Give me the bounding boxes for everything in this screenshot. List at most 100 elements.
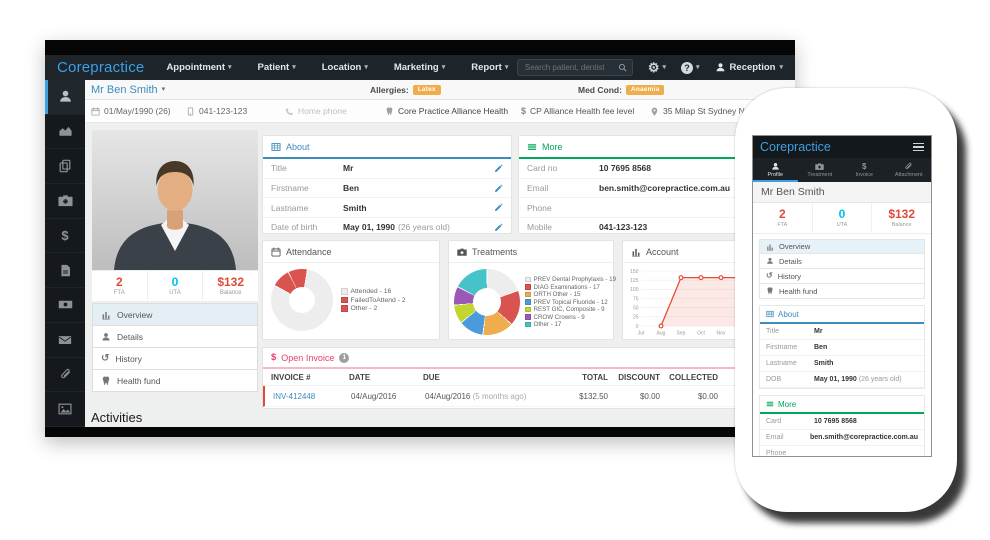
attendance-legend: Attended - 16 FailedToAttend - 2 Other -… <box>341 288 406 312</box>
sidebar-item-payments[interactable] <box>45 288 85 323</box>
stat-balance: $132 Balance <box>202 271 258 301</box>
legend-item: PREV Topical Fluoride - 12 <box>525 299 608 306</box>
search-box[interactable] <box>516 59 633 76</box>
svg-text:100: 100 <box>630 287 639 293</box>
about-row-dob: DOB May 01, 1990 (26 years old) <box>760 372 924 388</box>
invoice-link[interactable]: INV-412448 <box>273 391 316 401</box>
help-menu[interactable]: ? ▾ <box>681 61 700 74</box>
chevron-down-icon: ▾ <box>662 64 667 71</box>
patient-header: Mr Ben Smith ▾ Allergies: Latex Med Cond:… <box>85 80 795 100</box>
home-phone-item[interactable]: Home phone <box>285 100 347 122</box>
grid-icon <box>766 310 774 318</box>
history-icon: ↺ <box>766 271 773 280</box>
search-input[interactable] <box>522 62 614 73</box>
more-row-email: Email ben.smith@corepractice.com.au <box>519 179 749 199</box>
hamburger-icon[interactable] <box>913 142 924 152</box>
medkit-icon <box>457 248 467 256</box>
medcond-badge: Anaemia <box>625 84 665 95</box>
sidebar-item-records[interactable] <box>45 149 85 185</box>
menu-location[interactable]: Location ▾ <box>321 62 368 73</box>
paperclip-icon <box>905 162 912 169</box>
mobile-more-header: More <box>760 396 924 414</box>
sidebar-item-charts[interactable] <box>45 115 85 150</box>
legend-item: PREV Dental Prophylaxis - 19 <box>525 276 616 283</box>
mobile-app-logo[interactable]: Corepractice <box>760 140 831 154</box>
practice-item: Core Practice Alliance Health <box>385 100 508 122</box>
svg-text:150: 150 <box>630 269 639 275</box>
stat-fta: 2 FTA <box>777 207 788 228</box>
invoice-table-header: INVOICE # DATE DUE TOTAL DISCOUNT COLLEC… <box>263 369 784 386</box>
menu-patient[interactable]: Patient ▾ <box>257 62 296 73</box>
invoice-table: INVOICE # DATE DUE TOTAL DISCOUNT COLLEC… <box>263 369 784 407</box>
envelope-icon <box>58 335 72 344</box>
about-row-dob: Date of birth May 01, 1990 (26 years old) <box>263 218 511 237</box>
paperclip-icon <box>60 368 70 379</box>
sidebar-item-documents[interactable] <box>45 253 85 289</box>
patient-name-dropdown[interactable]: Mr Ben Smith ▾ <box>91 83 166 96</box>
tab-treatment[interactable]: Treatment <box>798 158 843 182</box>
patient-info-bar: 01/May/1990 (26) 041-123-123 Home phone … <box>85 100 795 123</box>
sidebar-item-attachments[interactable] <box>45 358 85 393</box>
attendance-card: Attendance Attended - 16 FailedToAttend … <box>262 240 440 340</box>
app-logo[interactable]: Corepractice <box>57 59 145 76</box>
person-icon <box>771 162 779 170</box>
menu-item-details[interactable]: Details <box>92 326 258 348</box>
dob-item: 01/May/1990 (26) <box>91 100 171 122</box>
user-menu[interactable]: Reception ▾ <box>715 62 783 73</box>
chevron-down-icon: ▾ <box>161 86 166 93</box>
menu-appointment[interactable]: Appointment ▾ <box>166 62 232 73</box>
menu-item-details[interactable]: Details <box>759 254 925 269</box>
file-icon <box>60 264 70 276</box>
menu-item-history[interactable]: ↺ History <box>759 269 925 284</box>
legend-item: ORTH Other - 15 <box>525 291 607 298</box>
menu-item-health-fund[interactable]: Health fund <box>759 284 925 299</box>
invoice-row: INV-412448 04/Aug/2016 04/Aug/2016 (5 mo… <box>263 386 784 407</box>
medkit-icon <box>57 195 73 207</box>
menu-item-overview[interactable]: Overview <box>759 239 925 254</box>
mobile-menu: Overview Details ↺ History Health fund <box>759 239 925 299</box>
about-row-title: Title Mr <box>263 159 511 179</box>
sidebar-item-messages[interactable] <box>45 323 85 358</box>
gear-icon: ⚙ <box>647 60 660 75</box>
menu-item-overview[interactable]: Overview <box>92 303 258 326</box>
pencil-icon[interactable] <box>494 203 503 212</box>
legend-item: DIAG Examinations - 17 <box>525 284 607 291</box>
more-row-email: Email ben.smith@corepractice.com.au <box>760 430 924 446</box>
lines-icon <box>766 401 774 407</box>
svg-text:125: 125 <box>630 278 639 284</box>
pencil-icon[interactable] <box>494 223 503 232</box>
tab-profile[interactable]: Profile <box>753 158 798 182</box>
tab-invoice[interactable]: $ Invoice <box>855 161 873 179</box>
tooth-icon <box>767 287 773 295</box>
attendance-chart: Attended - 16 FailedToAttend - 2 Other -… <box>263 263 439 331</box>
legend-item: REST GIC, Composite - 9 <box>525 306 607 313</box>
sidebar-item-treatments[interactable] <box>45 184 85 219</box>
chart-area-icon <box>58 126 72 136</box>
svg-text:25: 25 <box>633 315 639 321</box>
menu-item-history[interactable]: ↺ History <box>92 348 258 370</box>
menu-report[interactable]: Report ▾ <box>471 62 509 73</box>
sidebar-item-images[interactable] <box>45 392 85 427</box>
svg-text:Jul: Jul <box>638 331 644 337</box>
navbar-right: ⚙▾ ?▾ Reception▾ <box>516 59 795 76</box>
attendance-card-header: Attendance <box>263 241 439 263</box>
tab-attachment[interactable]: Attachment <box>887 158 932 182</box>
pencil-icon[interactable] <box>494 164 503 173</box>
phone-mockup: Corepractice Profile Treatment $ Invoice… <box>735 88 957 512</box>
svg-text:75: 75 <box>633 296 639 302</box>
menu-marketing[interactable]: Marketing ▾ <box>393 62 446 73</box>
menu-item-health-fund[interactable]: Health fund <box>92 370 258 392</box>
calendar-icon <box>271 247 281 256</box>
mobile-about-header: About <box>760 306 924 324</box>
dollar-icon: $ <box>521 106 527 116</box>
top-navbar: Corepractice Appointment ▾ Patient ▾ Locat… <box>45 55 795 80</box>
history-icon: ↺ <box>101 352 110 364</box>
phone-screen: Corepractice Profile Treatment $ Invoice… <box>752 135 932 457</box>
svg-text:Aug: Aug <box>657 331 666 337</box>
patient-stats: 2 FTA 0 UTA $132 Balance <box>92 270 258 301</box>
settings-menu[interactable]: ⚙ ▾ <box>648 61 666 74</box>
sidebar-item-billing[interactable]: $ <box>45 219 85 254</box>
tooth-icon <box>386 106 393 115</box>
pencil-icon[interactable] <box>494 183 503 193</box>
sidebar-item-patient[interactable] <box>45 80 85 115</box>
